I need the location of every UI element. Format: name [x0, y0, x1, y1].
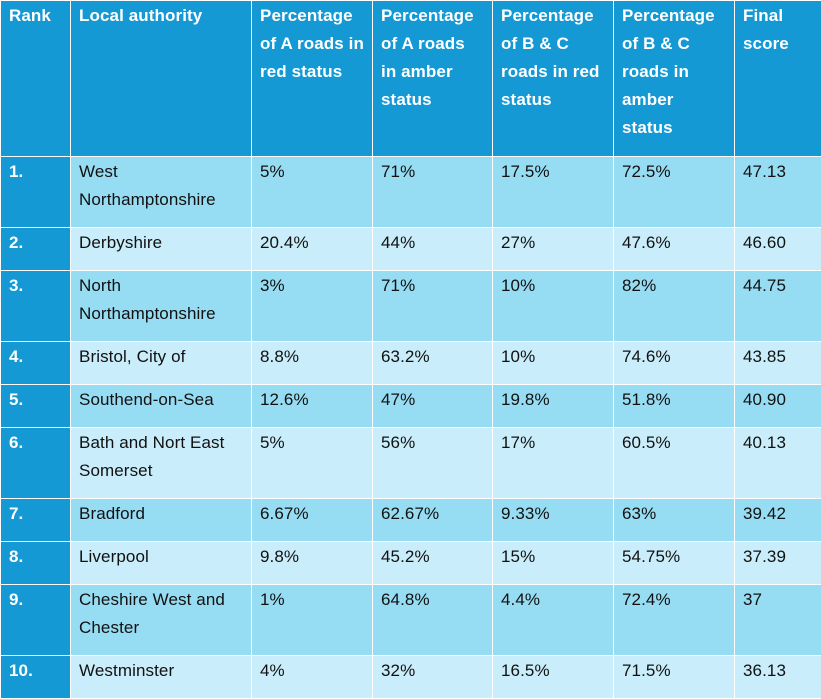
a-roads-amber-cell: 71% — [373, 157, 493, 228]
a-roads-amber-cell: 56% — [373, 428, 493, 499]
bc-roads-amber-cell: 60.5% — [614, 428, 735, 499]
final-score-cell: 40.13 — [735, 428, 821, 499]
a-roads-red-cell: 6.67% — [252, 499, 373, 542]
bc-roads-amber-cell: 51.8% — [614, 385, 735, 428]
authority-cell: Cheshire West and Chester — [71, 585, 252, 656]
rank-cell: 5. — [1, 385, 71, 428]
table-row: 9. Cheshire West and Chester 1% 64.8% 4.… — [1, 585, 821, 656]
bc-roads-red-cell: 9.33% — [493, 499, 614, 542]
table-header: Rank Local authority Percentage of A roa… — [1, 1, 821, 157]
a-roads-amber-cell: 45.2% — [373, 542, 493, 585]
final-score-cell: 46.60 — [735, 228, 821, 271]
a-roads-red-cell: 9.8% — [252, 542, 373, 585]
authority-cell: Bristol, City of — [71, 342, 252, 385]
bc-roads-red-cell: 17% — [493, 428, 614, 499]
a-roads-red-cell: 20.4% — [252, 228, 373, 271]
authority-cell: Southend-on-Sea — [71, 385, 252, 428]
rank-cell: 2. — [1, 228, 71, 271]
header-a-roads-amber: Percentage of A roads in amber status — [373, 1, 493, 157]
table-row: 1. West Northamptonshire 5% 71% 17.5% 72… — [1, 157, 821, 228]
final-score-cell: 43.85 — [735, 342, 821, 385]
a-roads-red-cell: 5% — [252, 428, 373, 499]
a-roads-red-cell: 3% — [252, 271, 373, 342]
bc-roads-red-cell: 27% — [493, 228, 614, 271]
table-row: 2. Derbyshire 20.4% 44% 27% 47.6% 46.60 — [1, 228, 821, 271]
rank-cell: 8. — [1, 542, 71, 585]
bc-roads-red-cell: 15% — [493, 542, 614, 585]
table-row: 10. Westminster 4% 32% 16.5% 71.5% 36.13 — [1, 656, 821, 699]
table-row: 8. Liverpool 9.8% 45.2% 15% 54.75% 37.39 — [1, 542, 821, 585]
rank-cell: 7. — [1, 499, 71, 542]
table-row: 4. Bristol, City of 8.8% 63.2% 10% 74.6%… — [1, 342, 821, 385]
header-rank: Rank — [1, 1, 71, 157]
a-roads-amber-cell: 62.67% — [373, 499, 493, 542]
header-local-authority: Local authority — [71, 1, 252, 157]
final-score-cell: 44.75 — [735, 271, 821, 342]
bc-roads-amber-cell: 54.75% — [614, 542, 735, 585]
bc-roads-red-cell: 10% — [493, 271, 614, 342]
header-bc-roads-red: Percentage of B & C roads in red status — [493, 1, 614, 157]
table-row: 5. Southend-on-Sea 12.6% 47% 19.8% 51.8%… — [1, 385, 821, 428]
a-roads-red-cell: 12.6% — [252, 385, 373, 428]
authority-cell: Westminster — [71, 656, 252, 699]
table-row: 3. North Northamptonshire 3% 71% 10% 82%… — [1, 271, 821, 342]
a-roads-amber-cell: 47% — [373, 385, 493, 428]
a-roads-red-cell: 5% — [252, 157, 373, 228]
bc-roads-amber-cell: 71.5% — [614, 656, 735, 699]
bc-roads-red-cell: 16.5% — [493, 656, 614, 699]
table-body: 1. West Northamptonshire 5% 71% 17.5% 72… — [1, 157, 821, 699]
authority-cell: Bradford — [71, 499, 252, 542]
a-roads-amber-cell: 71% — [373, 271, 493, 342]
final-score-cell: 47.13 — [735, 157, 821, 228]
authority-cell: Bath and Nort East Somerset — [71, 428, 252, 499]
authority-cell: Liverpool — [71, 542, 252, 585]
header-final-score: Final score — [735, 1, 821, 157]
bc-roads-red-cell: 19.8% — [493, 385, 614, 428]
final-score-cell: 39.42 — [735, 499, 821, 542]
bc-roads-amber-cell: 72.5% — [614, 157, 735, 228]
rank-cell: 1. — [1, 157, 71, 228]
bc-roads-amber-cell: 47.6% — [614, 228, 735, 271]
bc-roads-amber-cell: 74.6% — [614, 342, 735, 385]
final-score-cell: 37 — [735, 585, 821, 656]
table-row: 6. Bath and Nort East Somerset 5% 56% 17… — [1, 428, 821, 499]
bc-roads-amber-cell: 82% — [614, 271, 735, 342]
a-roads-amber-cell: 64.8% — [373, 585, 493, 656]
rank-cell: 4. — [1, 342, 71, 385]
final-score-cell: 37.39 — [735, 542, 821, 585]
rank-cell: 10. — [1, 656, 71, 699]
a-roads-amber-cell: 32% — [373, 656, 493, 699]
authority-cell: Derbyshire — [71, 228, 252, 271]
bc-roads-red-cell: 4.4% — [493, 585, 614, 656]
rank-cell: 9. — [1, 585, 71, 656]
a-roads-amber-cell: 44% — [373, 228, 493, 271]
final-score-cell: 40.90 — [735, 385, 821, 428]
header-bc-roads-amber: Percentage of B & C roads in amber statu… — [614, 1, 735, 157]
header-row: Rank Local authority Percentage of A roa… — [1, 1, 821, 157]
header-a-roads-red: Percentage of A roads in red status — [252, 1, 373, 157]
a-roads-red-cell: 8.8% — [252, 342, 373, 385]
final-score-cell: 36.13 — [735, 656, 821, 699]
rank-cell: 3. — [1, 271, 71, 342]
authority-cell: North Northamptonshire — [71, 271, 252, 342]
bc-roads-red-cell: 17.5% — [493, 157, 614, 228]
rank-cell: 6. — [1, 428, 71, 499]
bc-roads-amber-cell: 72.4% — [614, 585, 735, 656]
bc-roads-amber-cell: 63% — [614, 499, 735, 542]
authority-cell: West Northamptonshire — [71, 157, 252, 228]
a-roads-red-cell: 4% — [252, 656, 373, 699]
a-roads-amber-cell: 63.2% — [373, 342, 493, 385]
table-row: 7. Bradford 6.67% 62.67% 9.33% 63% 39.42 — [1, 499, 821, 542]
bc-roads-red-cell: 10% — [493, 342, 614, 385]
a-roads-red-cell: 1% — [252, 585, 373, 656]
